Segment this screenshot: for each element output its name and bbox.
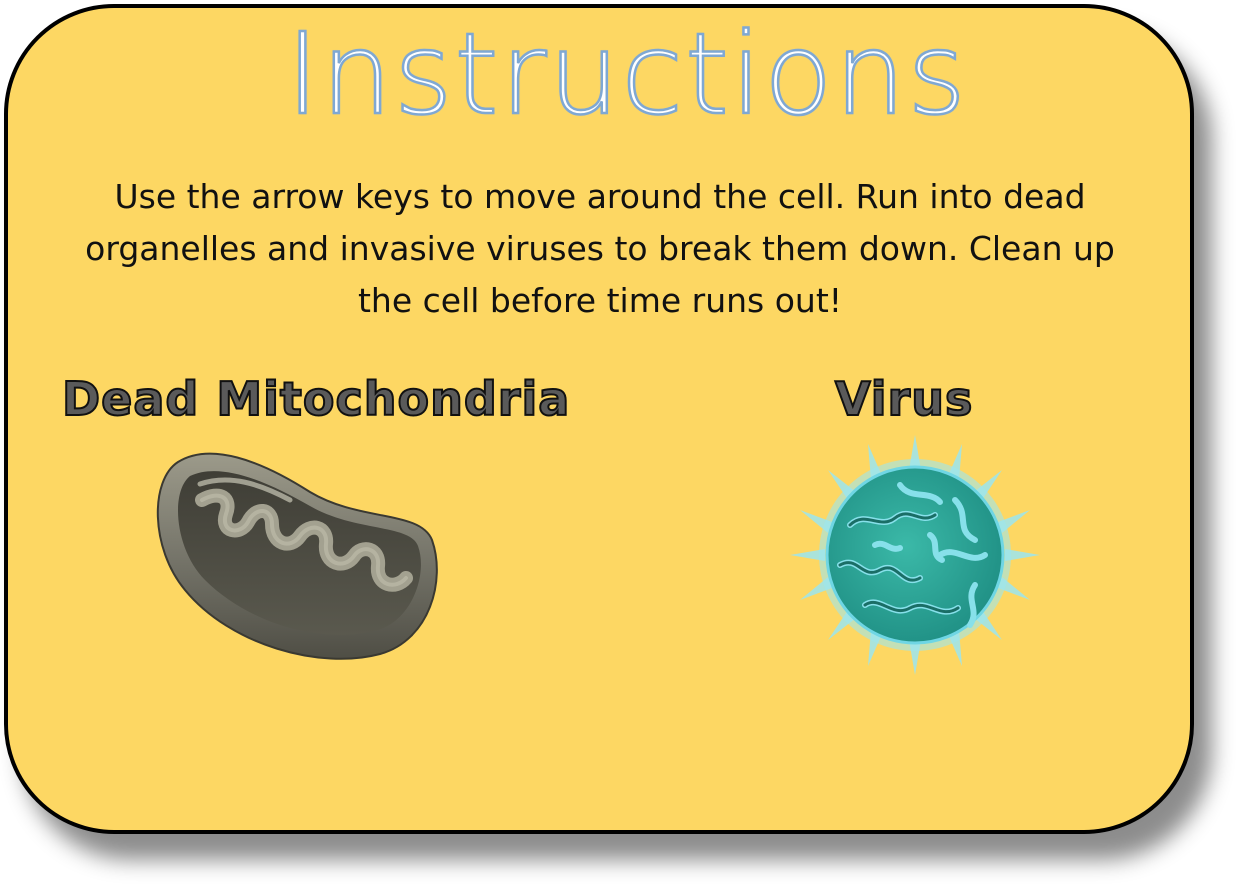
instructions-panel	[4, 4, 1194, 834]
virus-label: Virus	[834, 371, 974, 427]
page-title: Instructions	[285, 9, 968, 142]
virus-icon	[790, 435, 1040, 675]
dead-mitochondria-icon	[156, 452, 438, 660]
instructions-text: Use the arrow keys to move around the ce…	[85, 177, 1115, 320]
dead-mitochondria-label: Dead Mitochondria	[61, 371, 571, 427]
